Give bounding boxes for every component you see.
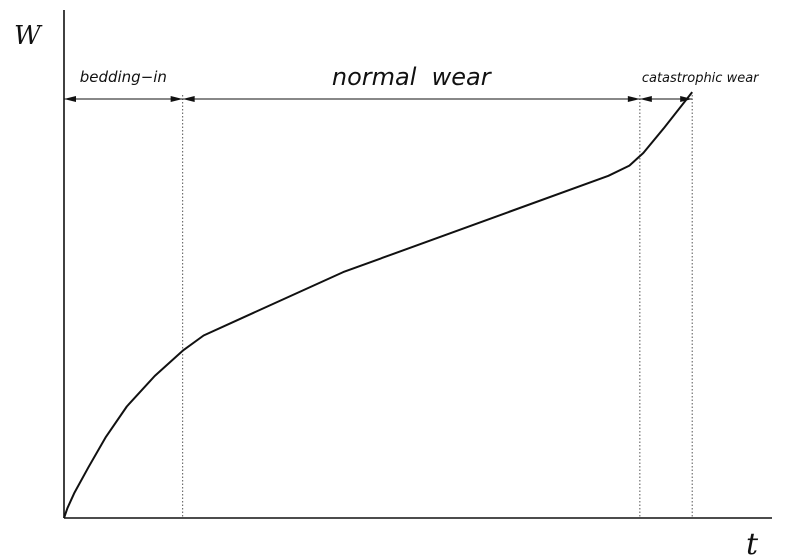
- region-label-0: bedding−in: [80, 68, 167, 86]
- region-arrows: [64, 96, 693, 102]
- region-arrowhead-right-1: [627, 96, 640, 102]
- region-arrowhead-right-0: [170, 96, 183, 102]
- region-arrowhead-left-2: [639, 96, 652, 102]
- region-arrowhead-left-0: [64, 96, 76, 102]
- x-axis-label: t: [746, 527, 759, 560]
- y-axis-label: W: [14, 21, 43, 51]
- region-arrowhead-left-1: [182, 96, 195, 102]
- region-label-1: normal wear: [332, 63, 493, 91]
- wear-curve-series-0: [63, 91, 693, 519]
- region-labels: bedding−in normal wear catastrophic wear: [80, 63, 760, 91]
- axes: [63, 10, 772, 519]
- region-label-2: catastrophic wear: [642, 71, 760, 86]
- region-guides: [182, 95, 693, 518]
- series-layer: [63, 91, 693, 519]
